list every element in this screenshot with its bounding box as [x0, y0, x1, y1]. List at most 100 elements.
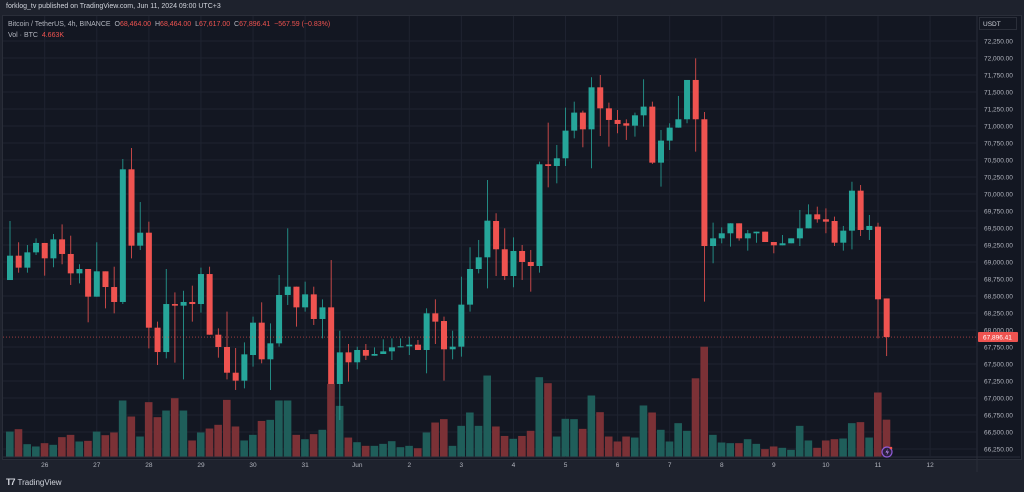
price-tick-label: 66,250.00	[984, 447, 1013, 454]
candle-body	[24, 252, 31, 268]
volume-bar	[292, 434, 301, 457]
volume-bar	[622, 436, 630, 457]
candle-body	[519, 250, 526, 262]
symbol-title[interactable]: Bitcoin / TetherUS, 4h, BINANCE	[8, 21, 111, 28]
volume-bar	[440, 419, 448, 457]
candle-body	[848, 190, 855, 231]
volume-bar	[639, 405, 648, 457]
volume-bar	[240, 440, 248, 457]
candle-body	[293, 286, 300, 308]
volume-bar	[735, 443, 743, 457]
volume-bar	[6, 431, 14, 457]
last-price-marker: 67,896.41	[3, 332, 1018, 343]
event-marker-icon[interactable]	[881, 446, 893, 458]
date-tick-label: 6	[616, 462, 620, 469]
candle-body	[718, 233, 725, 239]
volume-bar	[257, 420, 266, 457]
date-tick-label: 9	[772, 462, 776, 469]
candle-body	[727, 223, 734, 234]
volume-bar	[214, 424, 222, 457]
close-label: C	[234, 21, 240, 28]
volume-bar	[14, 429, 23, 457]
volume-bar	[309, 434, 318, 457]
volume-bar	[457, 425, 465, 457]
volume-bar	[526, 430, 535, 457]
price-tick-label: 68,750.00	[984, 277, 1013, 284]
volume-bar	[179, 410, 188, 457]
candle-body	[588, 87, 595, 130]
volume-bar	[387, 441, 396, 457]
candlestick-chart[interactable]: 72,250.00 72,000.00 71,750.00 71,500.00 71,2…	[0, 0, 1024, 472]
date-tick-label: 28	[145, 462, 153, 469]
date-tick-label: 7	[668, 462, 672, 469]
volume-bar	[648, 412, 656, 457]
volume-bar	[474, 425, 483, 457]
date-tick-label: 8	[720, 462, 724, 469]
volume-bar	[578, 428, 587, 457]
candle-body	[328, 307, 335, 384]
candle-body	[779, 243, 786, 246]
candle-body	[649, 106, 656, 163]
price-tick-label: 70,500.00	[984, 158, 1013, 165]
candle-body	[770, 242, 777, 246]
volume-bar	[821, 440, 830, 457]
date-tick-label: 31	[302, 462, 310, 469]
volume-bar	[683, 430, 691, 457]
candle-body	[796, 228, 803, 239]
candle-body	[501, 249, 508, 277]
candle-body	[736, 223, 743, 239]
volume-bar	[769, 446, 778, 457]
candle-body	[475, 257, 482, 270]
candle-body	[93, 271, 100, 297]
currency-button[interactable]: USDT	[979, 17, 1017, 30]
candle-body	[206, 274, 213, 335]
price-tick-label: 71,500.00	[984, 90, 1013, 97]
tradingview-logo[interactable]: T7 TradingView	[6, 477, 62, 487]
volume-bar	[40, 443, 49, 457]
candle-body	[345, 352, 352, 363]
candle-body	[814, 214, 821, 220]
volume-bar	[136, 436, 144, 457]
volume-value: 4.663K	[41, 32, 65, 39]
price-tick-label: 69,250.00	[984, 243, 1013, 250]
tv-logo-icon: T7	[6, 477, 15, 487]
high-value: 68,464.00	[160, 21, 192, 28]
price-legend: Bitcoin / TetherUS, 4h, BINANCE O68,464.…	[8, 19, 330, 30]
volume-bar	[865, 437, 873, 457]
volume-bar	[604, 436, 613, 457]
candle-body	[805, 214, 812, 229]
candle-body	[553, 158, 560, 166]
low-value: 67,617.00	[199, 21, 231, 28]
price-axis: 72,250.00 72,000.00 71,750.00 71,500.00 71,2…	[984, 39, 1013, 454]
price-tick-label: 71,000.00	[984, 124, 1013, 131]
candle-body	[371, 354, 378, 356]
price-tick-label: 71,750.00	[984, 73, 1013, 80]
volume-bar	[32, 446, 40, 457]
price-tick-label: 67,000.00	[984, 396, 1013, 403]
candle-body	[111, 287, 118, 302]
volume-bar	[804, 440, 813, 457]
volume-label[interactable]: Vol · BTC	[8, 32, 38, 39]
candle-body	[831, 220, 838, 243]
candle-body	[571, 112, 578, 131]
volume-bar	[144, 402, 153, 457]
volume-bar	[344, 437, 353, 457]
candle-body	[197, 274, 204, 305]
volume-bar	[110, 432, 118, 457]
volume-bar	[726, 443, 735, 457]
candle-body	[50, 239, 57, 259]
candle-body	[15, 255, 22, 268]
grid-lines	[3, 16, 1020, 472]
volume-bar	[674, 423, 682, 457]
price-tick-label: 66,500.00	[984, 430, 1013, 437]
candle-body	[822, 219, 829, 222]
date-tick-label: 11	[875, 462, 882, 469]
volume-bar	[422, 432, 431, 457]
candle-body	[753, 231, 760, 234]
date-tick-label: 5	[564, 462, 568, 469]
date-tick-label: 30	[249, 462, 257, 469]
candle-body	[302, 294, 309, 308]
price-tick-label: 67,500.00	[984, 362, 1013, 369]
volume-bar	[717, 442, 726, 457]
candle-body	[527, 262, 534, 267]
